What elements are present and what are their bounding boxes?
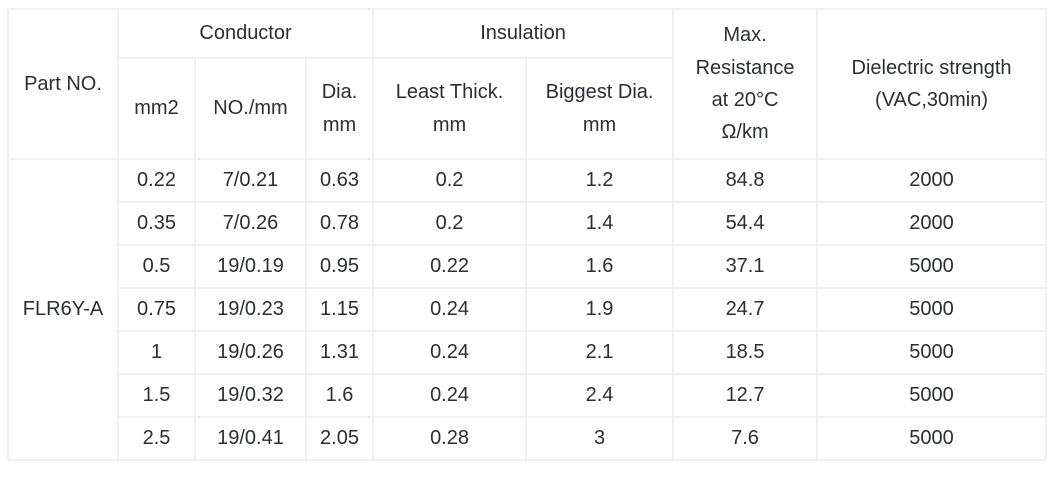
table-row: 0.75 19/0.23 1.15 0.24 1.9 24.7 5000 [8, 287, 1048, 332]
header-part-no: Part NO. [7, 8, 119, 160]
cell-least-thick: 0.2 [372, 201, 528, 246]
cell-least-thick: 0.2 [372, 158, 528, 203]
cell-max-resistance: 12.7 [672, 373, 819, 418]
cell-max-resistance: 84.8 [672, 158, 819, 203]
cell-biggest-dia: 2.1 [525, 330, 675, 375]
cell-biggest-dia: 2.4 [525, 373, 675, 418]
cell-dielectric: 5000 [816, 287, 1048, 332]
cell-biggest-dia: 1.2 [525, 158, 675, 203]
cell-part-no: FLR6Y-A [7, 158, 119, 461]
header-dielectric-strength: Dielectric strength (VAC,30min) [816, 8, 1048, 160]
cell-mm2: 1 [117, 330, 196, 375]
cell-max-resistance: 54.4 [672, 201, 819, 246]
cell-dia-mm: 0.63 [304, 158, 375, 203]
cell-mm2: 0.35 [117, 201, 196, 246]
header-group-insulation: Insulation [372, 8, 675, 59]
cell-dia-mm: 0.78 [304, 201, 375, 246]
cell-least-thick: 0.22 [372, 244, 528, 289]
cell-dia-mm: 1.31 [304, 330, 375, 375]
header-least-thick: Least Thick. mm [372, 57, 528, 160]
header-max-resistance: Max. Resistance at 20°C Ω/km [672, 8, 819, 160]
cell-no-per-mm: 19/0.26 [194, 330, 307, 375]
cell-dia-mm: 1.6 [304, 373, 375, 418]
cell-no-per-mm: 19/0.32 [194, 373, 307, 418]
cell-least-thick: 0.28 [372, 416, 528, 461]
cell-no-per-mm: 19/0.41 [194, 416, 307, 461]
cell-least-thick: 0.24 [372, 330, 528, 375]
table-row: 1 19/0.26 1.31 0.24 2.1 18.5 5000 [8, 330, 1048, 375]
header-group-conductor: Conductor [116, 8, 375, 59]
table-row: 1.5 19/0.32 1.6 0.24 2.4 12.7 5000 [8, 373, 1048, 418]
cell-biggest-dia: 1.4 [525, 201, 675, 246]
cell-no-per-mm: 7/0.26 [194, 201, 307, 246]
cell-mm2: 0.22 [117, 158, 196, 203]
header-no-per-mm: NO./mm [194, 57, 307, 160]
cell-dielectric: 5000 [816, 373, 1048, 418]
cell-least-thick: 0.24 [372, 373, 528, 418]
cell-mm2: 1.5 [117, 373, 196, 418]
table-row: 0.5 19/0.19 0.95 0.22 1.6 37.1 5000 [8, 244, 1048, 289]
table-row: 2.5 19/0.41 2.05 0.28 3 7.6 5000 [8, 416, 1048, 461]
cell-biggest-dia: 1.6 [525, 244, 675, 289]
cell-dia-mm: 0.95 [304, 244, 375, 289]
cell-mm2: 0.5 [117, 244, 196, 289]
cell-no-per-mm: 19/0.23 [194, 287, 307, 332]
header-mm2: mm2 [117, 57, 196, 160]
cell-max-resistance: 37.1 [672, 244, 819, 289]
table-row: FLR6Y-A 0.22 7/0.21 0.63 0.2 1.2 84.8 20… [7, 158, 1048, 461]
cell-no-per-mm: 19/0.19 [194, 244, 307, 289]
header-biggest-dia: Biggest Dia. mm [525, 57, 675, 160]
cell-max-resistance: 7.6 [672, 416, 819, 461]
cell-least-thick: 0.24 [372, 287, 528, 332]
cell-dielectric: 5000 [816, 416, 1048, 461]
cell-dielectric: 5000 [816, 244, 1048, 289]
cell-dia-mm: 2.05 [304, 416, 375, 461]
header-dia-mm: Dia. mm [304, 57, 375, 160]
cell-dielectric: 2000 [816, 158, 1048, 203]
cell-biggest-dia: 3 [525, 416, 675, 461]
table-row: 0.35 7/0.26 0.78 0.2 1.4 54.4 2000 [8, 201, 1048, 246]
cell-max-resistance: 24.7 [672, 287, 819, 332]
cell-dielectric: 5000 [816, 330, 1048, 375]
cell-dielectric: 2000 [816, 201, 1048, 246]
cell-mm2: 2.5 [117, 416, 196, 461]
cell-biggest-dia: 1.9 [525, 287, 675, 332]
cell-no-per-mm: 7/0.21 [194, 158, 307, 203]
cell-mm2: 0.75 [117, 287, 196, 332]
cell-max-resistance: 18.5 [672, 330, 819, 375]
cell-dia-mm: 1.15 [304, 287, 375, 332]
spec-table: Part NO. Conductor Insulation Max. Resis… [7, 8, 1048, 461]
